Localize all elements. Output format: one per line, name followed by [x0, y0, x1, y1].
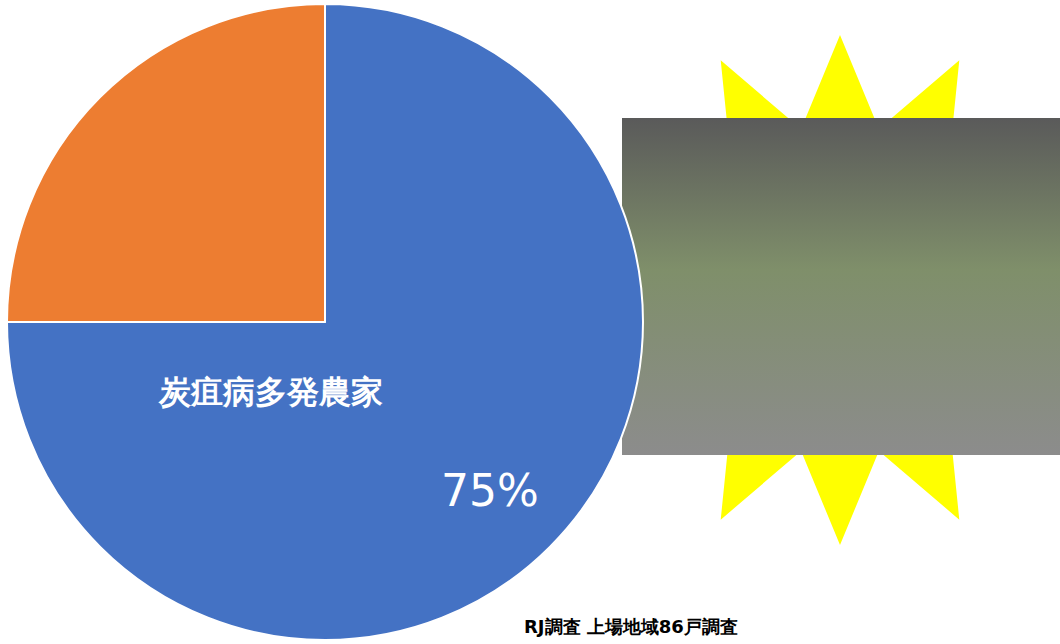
- svg-text:RJ調査 上場地域86戸調査: RJ調査 上場地域86戸調査: [524, 616, 738, 637]
- svg-text:炭疽病多発農家: 炭疽病多発農家: [158, 373, 383, 411]
- svg-text:75%: 75%: [441, 465, 539, 516]
